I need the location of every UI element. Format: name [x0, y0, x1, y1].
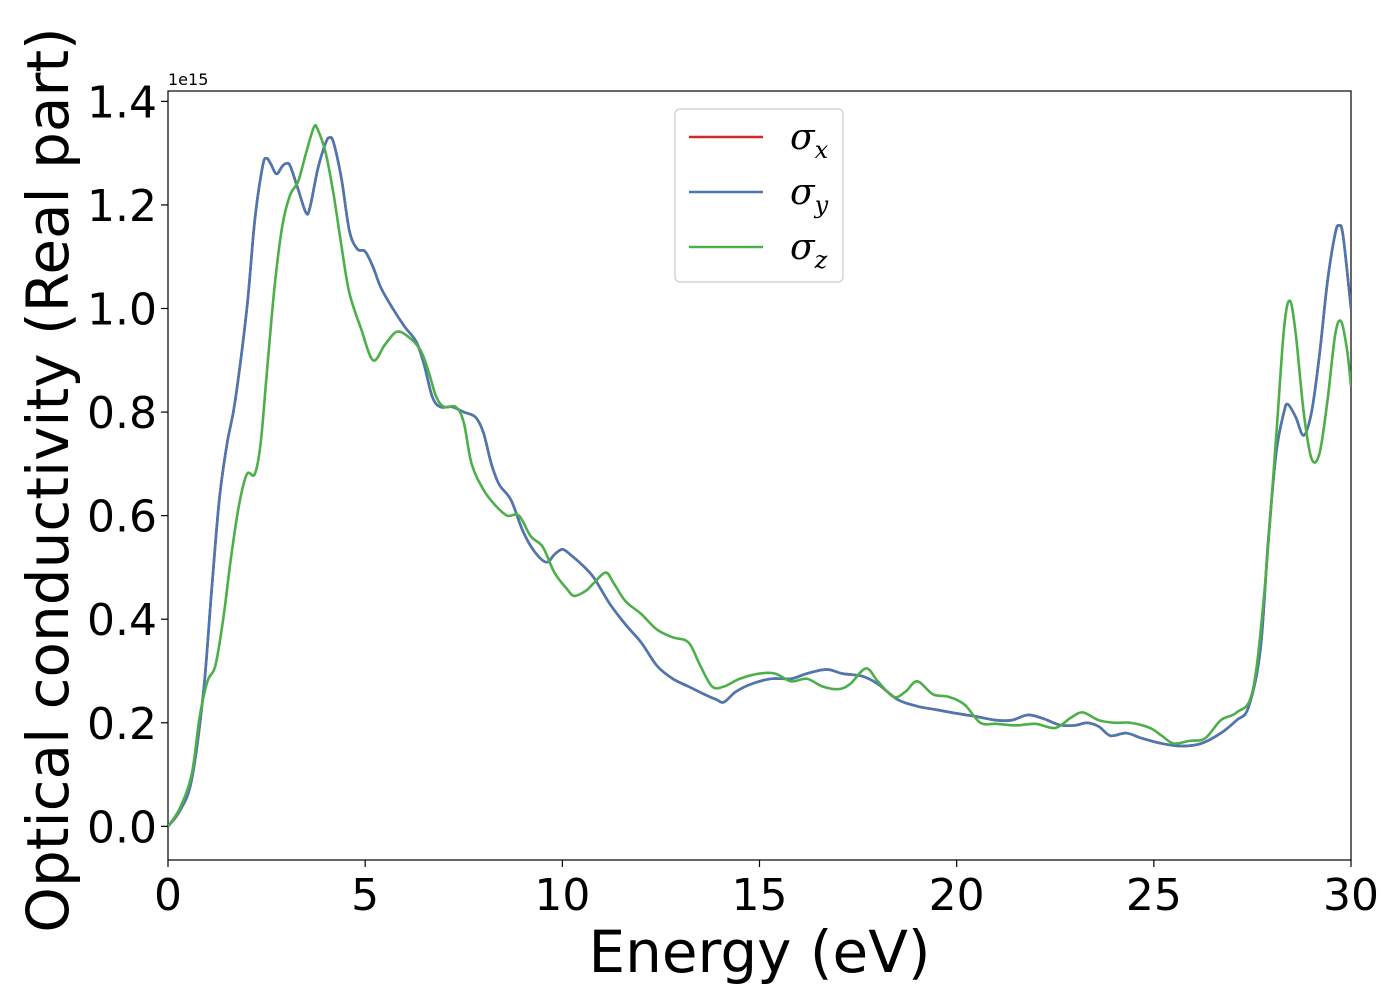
y-tick-label: 0.4 — [87, 595, 157, 646]
legend: σx σy σz — [674, 108, 844, 283]
y-tick-label: 1.0 — [87, 284, 157, 335]
legend-box — [674, 108, 844, 283]
x-tick-label: 30 — [1323, 870, 1379, 921]
x-tick-label: 10 — [534, 870, 590, 921]
y-axis-ticks: 0.0 0.2 0.4 0.6 0.8 1.0 1.2 1.4 — [87, 77, 168, 853]
y-tick-label: 0.2 — [87, 699, 157, 750]
legend-label: σz — [790, 227, 828, 274]
y-tick-label: 1.4 — [87, 77, 157, 128]
y-axis-offset-label: 1e15 — [168, 70, 208, 89]
x-axis-title: Energy (eV) — [588, 918, 930, 986]
legend-label: σy — [790, 172, 829, 219]
legend-label: σx — [790, 117, 829, 164]
y-axis-title: Optical conductivity (Real part) — [14, 27, 82, 932]
x-tick-label: 20 — [929, 870, 985, 921]
series-line-sigma-z — [168, 123, 1351, 828]
y-tick-label: 0.8 — [87, 388, 157, 439]
y-tick-label: 0.0 — [87, 802, 157, 853]
plot-area: 0 5 10 15 20 25 30 0.0 0.2 0.4 0.6 0.8 1.0 1.2 1.4 — [87, 77, 1379, 921]
x-tick-label: 25 — [1126, 870, 1182, 921]
y-tick-label: 1.2 — [87, 181, 157, 232]
x-tick-label: 15 — [732, 870, 788, 921]
series-layer — [168, 123, 1351, 828]
x-tick-label: 0 — [154, 870, 182, 921]
y-tick-label: 0.6 — [87, 492, 157, 543]
x-axis-ticks: 0 5 10 15 20 25 30 — [154, 860, 1379, 921]
series-line-sigma-y — [168, 136, 1351, 828]
x-tick-label: 5 — [351, 870, 379, 921]
